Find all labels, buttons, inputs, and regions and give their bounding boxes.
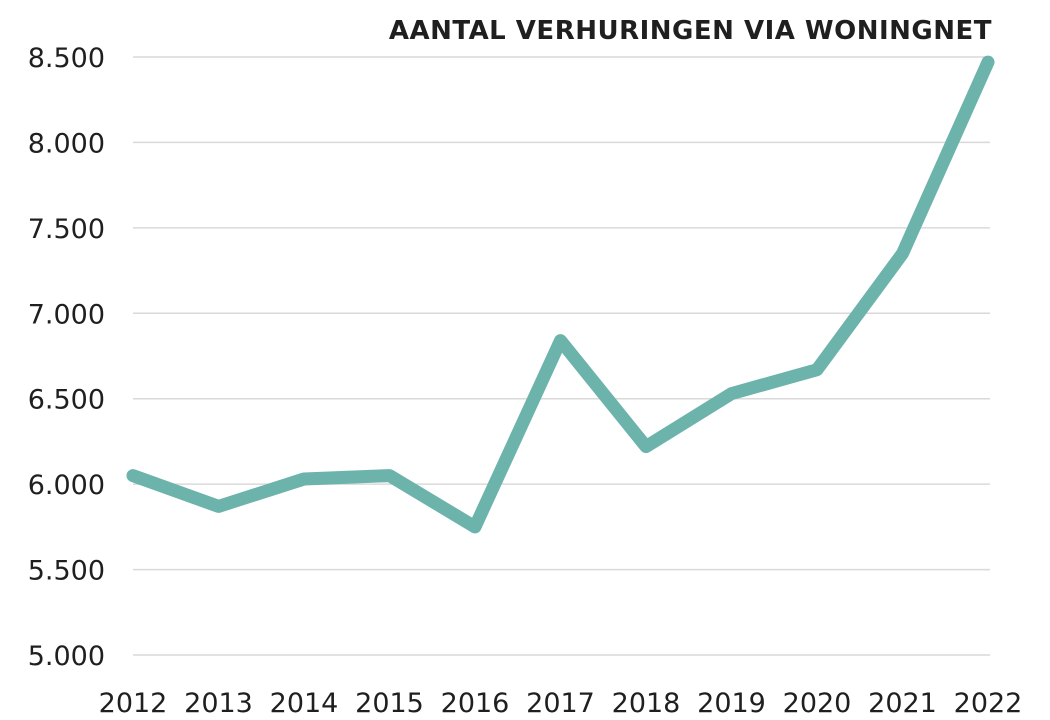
gridlines bbox=[133, 56, 990, 656]
x-tick-label: 2012 bbox=[99, 688, 168, 719]
x-tick-label: 2022 bbox=[954, 688, 1023, 719]
x-tick-label: 2015 bbox=[355, 688, 424, 719]
x-tick-label: 2021 bbox=[868, 688, 937, 719]
series-line bbox=[126, 55, 995, 534]
x-tick-label: 2018 bbox=[612, 688, 681, 719]
y-tick-label: 6.000 bbox=[28, 470, 105, 501]
series-layer bbox=[126, 55, 995, 534]
y-tick-label: 6.500 bbox=[28, 385, 105, 416]
y-tick-label: 8.500 bbox=[28, 43, 105, 74]
y-axis-tick-labels: 5.000 5.500 6.000 6.500 7.000 7.500 8.000 8.500 bbox=[28, 43, 105, 672]
x-tick-label: 2014 bbox=[270, 688, 339, 719]
x-axis-tick-labels: 2012 2013 2014 2015 2016 2017 2018 2019 2020 2021… bbox=[99, 688, 1023, 719]
y-tick-label: 5.000 bbox=[28, 641, 105, 672]
chart-title: AANTAL VERHURINGEN VIA WONINGNET bbox=[389, 16, 992, 46]
y-tick-label: 5.500 bbox=[28, 556, 105, 587]
x-tick-label: 2017 bbox=[526, 688, 595, 719]
y-tick-label: 7.000 bbox=[28, 299, 105, 330]
x-tick-label: 2019 bbox=[697, 688, 766, 719]
y-tick-label: 7.500 bbox=[28, 214, 105, 245]
x-tick-label: 2020 bbox=[783, 688, 852, 719]
y-tick-label: 8.000 bbox=[28, 128, 105, 159]
x-tick-label: 2013 bbox=[184, 688, 253, 719]
x-tick-label: 2016 bbox=[441, 688, 510, 719]
